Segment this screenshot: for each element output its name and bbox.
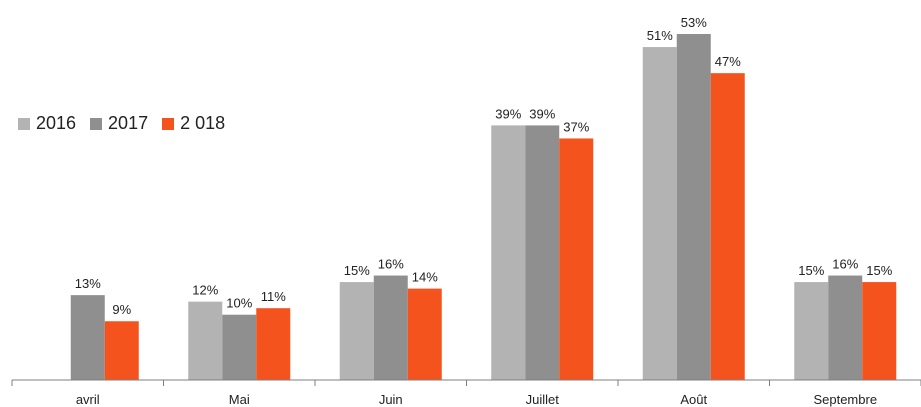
bar-août-2018 [710,73,745,381]
bars-group [70,34,897,381]
bar-juin-2018 [407,288,442,380]
data-label: 15% [344,263,370,278]
category-labels-group: avril Mai Juin Juillet Août Septembre [76,392,877,407]
legend: 2016 2017 2 018 [18,113,239,134]
bar-septembre-2018 [862,282,897,380]
data-label: 39% [495,106,521,121]
data-label: 51% [647,28,673,43]
bar-mai-2018 [256,308,291,380]
bar-septembre-2017 [828,275,863,380]
bar-avril-2017 [70,295,105,380]
legend-swatch-2016 [18,117,30,130]
bar-août-2017 [676,34,711,380]
data-label: 16% [832,257,858,272]
data-label: 15% [798,263,824,278]
legend-label-2016: 2016 [36,113,77,133]
category-label: avril [76,392,100,407]
legend-item-2018: 2 018 [162,113,225,134]
data-label: 10% [226,296,252,311]
legend-label-2017: 2017 [108,113,149,133]
bar-mai-2016 [188,301,223,380]
bar-juin-2017 [373,275,408,380]
bar-juin-2016 [339,282,374,380]
data-label: 47% [715,54,741,69]
bar-juillet-2016 [491,125,526,380]
category-label: Mai [229,392,250,407]
data-label: 16% [378,257,404,272]
category-label: Juin [379,392,403,407]
legend-label-2018: 2 018 [180,113,226,133]
data-label: 39% [529,106,555,121]
bar-août-2016 [642,47,677,380]
data-label: 37% [563,119,589,134]
data-label: 12% [192,283,218,298]
legend-swatch-2018 [162,117,175,130]
bar-juillet-2018 [559,138,594,380]
category-label: Août [680,392,707,407]
category-label: Juillet [526,392,560,407]
category-label: Septembre [813,392,877,407]
data-label: 9% [112,302,131,317]
legend-swatch-2017 [90,117,103,130]
legend-item-2016: 2016 [18,113,76,134]
data-label: 14% [412,270,438,285]
data-label: 53% [681,15,707,30]
legend-item-2017: 2017 [90,113,148,134]
bar-septembre-2016 [794,282,829,380]
value-labels-group: 13% 9% 12% 10% 11% 15% 16% 14% 39% 39% 37% 51% 53% 47… [75,15,893,317]
bar-juillet-2017 [525,125,560,380]
data-label: 15% [866,263,892,278]
x-axis-ticks [11,380,921,386]
bar-avril-2018 [104,321,139,380]
bar-mai-2017 [222,314,257,380]
data-label: 11% [261,289,286,304]
data-label: 13% [75,276,101,291]
